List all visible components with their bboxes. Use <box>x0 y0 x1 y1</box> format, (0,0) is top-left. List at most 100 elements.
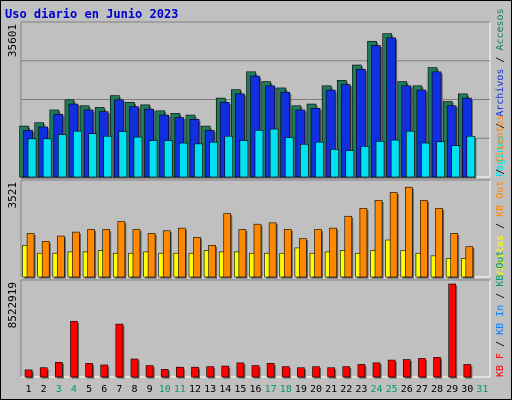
bar-pginas <box>375 141 385 178</box>
bar-kbout <box>283 229 292 278</box>
bar-pginas <box>239 140 249 178</box>
legend-separator: / <box>495 51 506 69</box>
legend-item: KB Out <box>495 181 506 217</box>
bar-pginas <box>163 140 173 178</box>
legend-item: KB F <box>495 353 506 377</box>
legend-separator: / <box>495 287 506 305</box>
bar-pginas <box>360 146 370 178</box>
bar-pginas <box>194 143 203 178</box>
bar-kbout <box>193 237 201 278</box>
legend-item: Archivos <box>495 69 506 117</box>
bar-kbf <box>402 359 411 378</box>
bar-kbout <box>132 229 141 278</box>
x-axis-day-label: 26 <box>401 384 413 395</box>
bar-pginas <box>405 130 415 178</box>
legend-item: KB In <box>495 305 506 335</box>
bar-kbf <box>327 367 335 378</box>
bar-kbf <box>463 364 472 378</box>
x-axis-day-label: 9 <box>147 384 153 395</box>
bar-kbf <box>357 364 366 378</box>
bar-pginas <box>330 149 339 178</box>
bar-pginas <box>27 138 37 178</box>
x-axis-day-label: 10 <box>159 384 171 395</box>
bar-kbf <box>130 358 139 378</box>
x-axis-day-label: 8 <box>131 384 137 395</box>
bar-pginas <box>254 130 264 178</box>
x-axis-day-label: 27 <box>416 384 428 395</box>
x-axis-day-label: 7 <box>116 384 122 395</box>
bar-kbout <box>268 222 277 278</box>
bar-kbf <box>221 365 230 378</box>
legend-separator: / <box>495 335 506 353</box>
bar-kbf <box>160 369 169 378</box>
legend-top: Páginas / Archivos / Accesos <box>494 8 506 177</box>
bar-pginas <box>224 135 234 178</box>
bar-kbf <box>236 362 245 378</box>
x-axis-day-label: 13 <box>204 384 216 395</box>
bar-pginas <box>42 138 52 178</box>
x-axis-day-label: 12 <box>189 384 201 395</box>
bar-kbout <box>420 200 428 278</box>
bar-kbout <box>314 229 322 278</box>
bar-pginas <box>179 142 188 178</box>
bar-pginas <box>73 130 82 178</box>
legend-item: Páginas <box>494 135 506 177</box>
x-axis-day-label: 18 <box>280 384 292 395</box>
bar-pginas <box>58 134 67 178</box>
bar-kbout <box>435 208 443 278</box>
bar-kbf <box>70 321 78 378</box>
x-axis-day-label: 15 <box>234 384 246 395</box>
x-axis-day-label: 21 <box>325 384 337 395</box>
x-axis-day-label: 11 <box>174 384 186 395</box>
bar-kbf <box>206 366 214 378</box>
legend-item: KB Out <box>495 251 506 287</box>
bar-pginas <box>209 141 218 178</box>
bar-pginas <box>390 139 400 178</box>
x-axis-day-label: 25 <box>386 384 398 395</box>
x-axis-day-label: 1 <box>26 384 32 395</box>
bar-kbf <box>312 366 320 378</box>
bar-kbf <box>387 359 396 378</box>
y-axis-max-label: 8522919 <box>6 282 19 328</box>
x-axis-day-label: 20 <box>310 384 322 395</box>
bar-pginas <box>103 135 113 178</box>
bar-kbf <box>39 367 48 378</box>
legend-item: Visitas <box>495 235 506 277</box>
bar-pginas <box>133 136 143 178</box>
bar-kbf <box>251 365 260 378</box>
x-axis-day-label: 30 <box>461 384 473 395</box>
y-axis-max-label: 3521 <box>6 182 19 209</box>
bar-kbf <box>176 366 184 378</box>
bar-kbout <box>374 200 383 278</box>
legend-middle: Visitas / KB Out / Clientes <box>495 114 506 277</box>
bar-kbout <box>359 208 368 278</box>
x-axis-day-label: 4 <box>71 384 77 395</box>
bar-pginas <box>315 141 324 178</box>
x-axis-day-label: 23 <box>355 384 367 395</box>
chart-title: Uso diario en Junio 2023 <box>5 7 179 21</box>
x-axis-day-label: 28 <box>431 384 443 395</box>
bar-kbout <box>404 186 413 278</box>
bar-pginas <box>284 137 294 178</box>
bar-kbout <box>299 238 307 278</box>
x-axis-day-label: 24 <box>371 384 383 395</box>
bar-kbf <box>24 369 33 378</box>
bar-kbf <box>297 367 305 378</box>
bar-kbf <box>418 358 426 378</box>
bar-kbf <box>100 364 109 378</box>
bar-pginas <box>148 140 158 178</box>
x-axis-day-label: 16 <box>249 384 261 395</box>
bar-kbout <box>87 229 95 278</box>
bar-pginas <box>466 135 476 178</box>
legend-separator: / <box>495 163 506 181</box>
bar-pginas <box>118 131 128 178</box>
bar-pginas <box>88 133 97 178</box>
bar-pginas <box>421 142 430 178</box>
bar-kbout <box>208 245 216 278</box>
x-axis-day-label: 2 <box>41 384 47 395</box>
bar-kbout <box>162 230 171 278</box>
bar-kbf <box>145 365 154 378</box>
legend-bottom: KB F / KB In / KB Out <box>495 251 506 377</box>
x-axis-day-label: 29 <box>446 384 458 395</box>
